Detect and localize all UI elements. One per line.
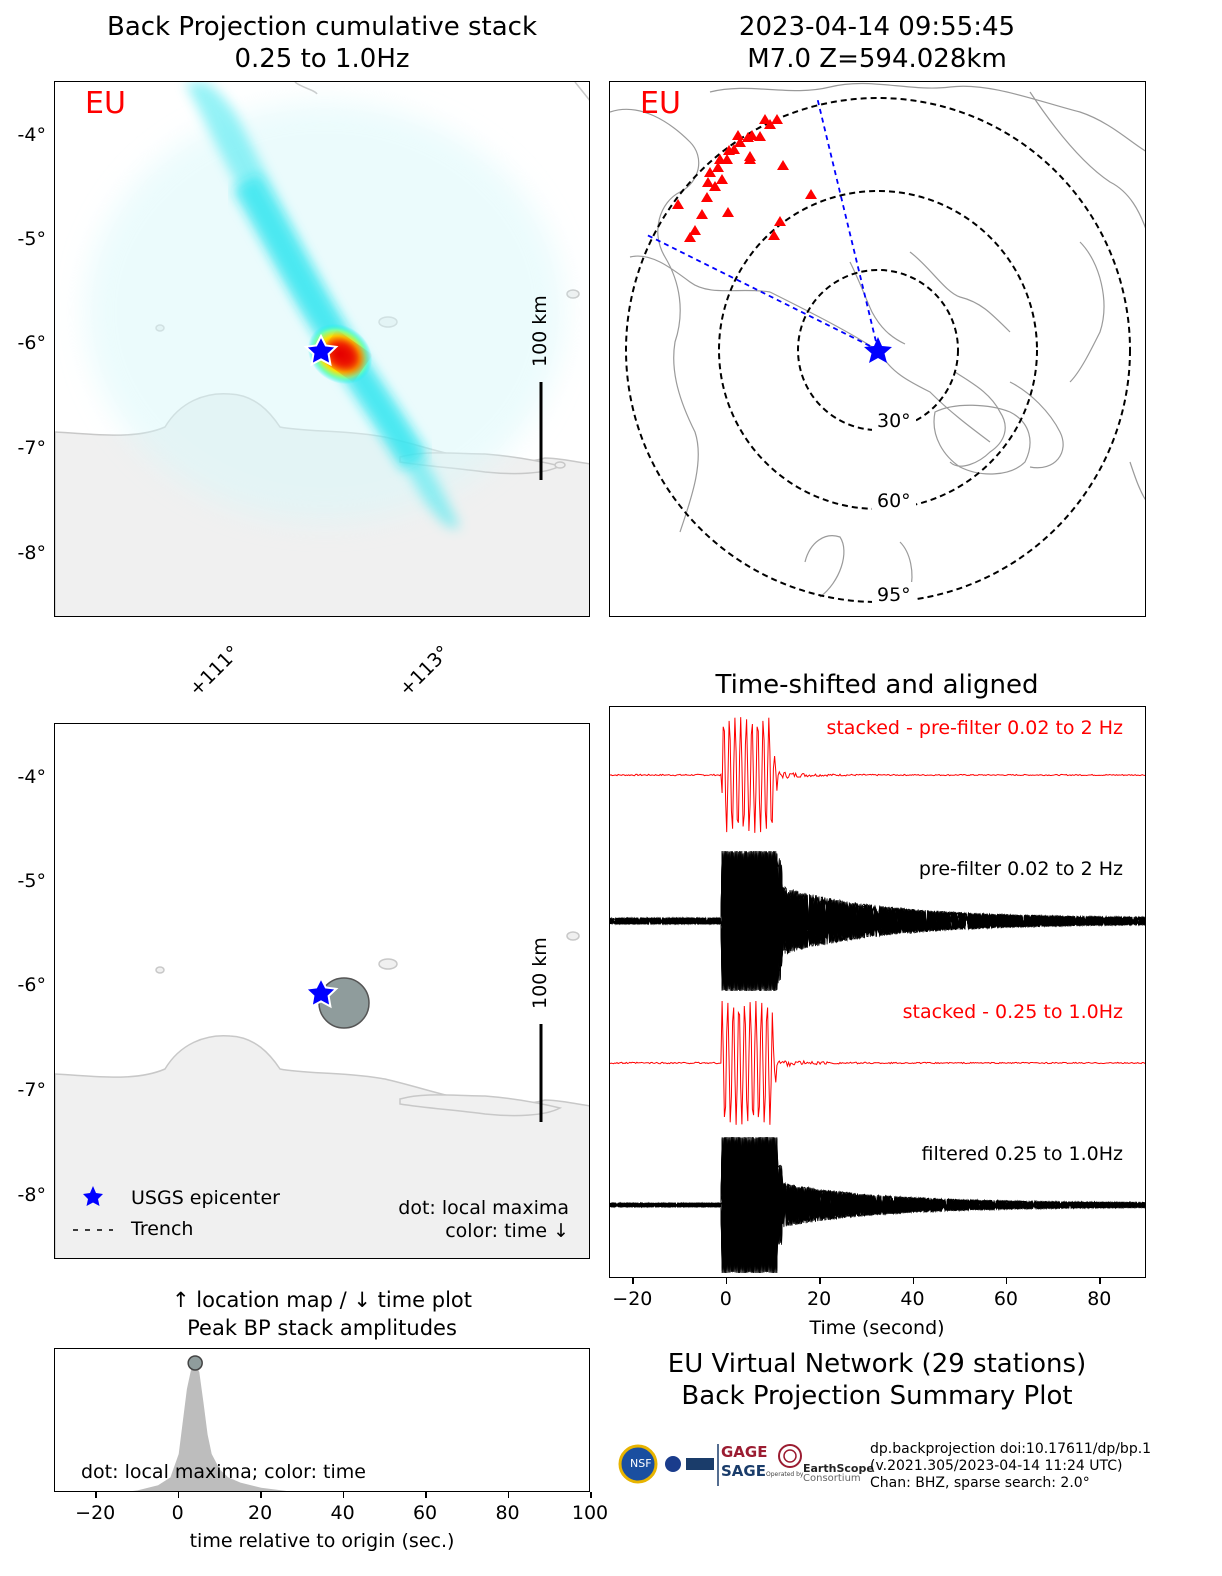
x-tick-mark [819, 1278, 821, 1284]
scale-bar-label: 100 km [529, 937, 551, 1009]
scale-bar-label: 100 km [529, 295, 551, 367]
lon-tick: +113° [395, 641, 455, 701]
earthscope-logo-icon [778, 1444, 802, 1468]
x-tick-mark [177, 1492, 180, 1498]
summary-line1: EU Virtual Network (29 stations) [667, 1349, 1087, 1379]
filtered-station-trace [610, 1136, 1145, 1273]
x-tick-mark [1005, 1278, 1008, 1284]
x-tick-label: −20 [612, 1288, 653, 1310]
note-line1: dot: local maxima [398, 1197, 569, 1219]
legend-star-icon [83, 1186, 103, 1206]
earthscope-logo-text: EarthScope [803, 1462, 874, 1475]
credit-line1: dp.backprojection doi:10.17611/dp/bp.1 [870, 1441, 1152, 1457]
trace-label-prefilter: pre-filter 0.02 to 2 Hz [918, 858, 1123, 880]
network-tag-left: EU [85, 86, 126, 121]
x-tick-mark [342, 1492, 345, 1498]
ring-label-95: 95° [877, 584, 911, 606]
epicenter-star-icon [864, 337, 892, 363]
ring-label-30: 30° [877, 410, 911, 432]
x-tick-label: −20 [75, 1502, 116, 1524]
bp-cumulative-map: EU 100 km [54, 81, 590, 617]
stacked-prefilter-trace [610, 717, 1145, 833]
legend-trench-label: Trench [131, 1218, 194, 1240]
x-tick-mark [590, 1492, 592, 1498]
traces-xlabel: Time (second) [809, 1317, 945, 1339]
waveform-panel: stacked - pre-filter 0.02 to 2 Hz pre-fi… [609, 706, 1146, 1278]
time-plot-xlabel: time relative to origin (sec.) [189, 1530, 455, 1552]
x-tick-mark [912, 1278, 915, 1284]
lat-tick: -6° [17, 332, 46, 354]
x-tick-mark [260, 1492, 262, 1498]
prefilter-station-trace [610, 850, 1145, 991]
trace-label-stacked-prefilter: stacked - pre-filter 0.02 to 2 Hz [826, 717, 1123, 739]
nasa-logo-icon [665, 1456, 681, 1472]
consortium-logo-text: Consortium [803, 1473, 861, 1484]
lon-tick: +111° [185, 641, 245, 701]
sage-logo-text: SAGE [721, 1462, 766, 1480]
x-tick-label: 60 [993, 1288, 1018, 1310]
filtered-station-trace [610, 1137, 1145, 1274]
x-tick-label: 100 [571, 1502, 609, 1524]
trace-label-stacked-filtered: stacked - 0.25 to 1.0Hz [902, 1001, 1123, 1023]
lat-tick: -6° [17, 974, 46, 996]
x-tick-label: 80 [1087, 1288, 1112, 1310]
x-tick-mark [1099, 1278, 1101, 1284]
gage-logo-text: GAGE [721, 1443, 768, 1461]
x-tick-label: 20 [248, 1502, 273, 1524]
prefilter-station-trace [610, 851, 1145, 992]
trace-label-filtered: filtered 0.25 to 1.0Hz [921, 1143, 1123, 1165]
traces-title: Time-shifted and aligned [715, 670, 1039, 700]
event-time-title: 2023-04-14 09:55:45 [738, 12, 1016, 42]
x-tick-mark [507, 1492, 510, 1498]
x-tick-label: 40 [330, 1502, 355, 1524]
x-tick-label: 80 [495, 1502, 520, 1524]
stacked-filtered-trace [610, 1000, 1145, 1125]
x-tick-label: 0 [171, 1502, 184, 1524]
x-tick-label: 40 [900, 1288, 925, 1310]
nsf-logo-text: NSF [630, 1457, 652, 1470]
ring-label-60: 60° [877, 490, 911, 512]
event-magnitude-title: M7.0 Z=594.028km [747, 44, 1007, 74]
station-map: EU 30° 60° 95° [609, 81, 1146, 617]
time-plot-note: dot: local maxima; color: time [81, 1461, 366, 1483]
network-tag-right: EU [640, 86, 681, 121]
summary-line2: Back Projection Summary Plot [681, 1381, 1073, 1411]
bp-title-line1: Back Projection cumulative stack [106, 12, 538, 42]
lat-tick: -8° [17, 1184, 46, 1206]
amplitude-area [132, 1363, 287, 1491]
x-tick-label: 0 [719, 1288, 732, 1310]
usgs-logo-icon [686, 1458, 714, 1470]
x-tick-label: 20 [807, 1288, 832, 1310]
credit-line3: Chan: BHZ, sparse search: 2.0° [870, 1475, 1090, 1491]
credit-line2: (v.2021.305/2023-04-14 11:24 UTC) [870, 1458, 1123, 1474]
local-maxima-map: 100 km USGS epicenter Trench dot: local … [54, 723, 590, 1259]
nsf-logo-icon [618, 1444, 658, 1484]
time-plot-title-line1: ↑ location map / ↓ time plot [172, 1288, 472, 1312]
lat-tick: -7° [17, 437, 46, 459]
epicenter-star-icon [303, 975, 339, 1009]
x-tick-label: 60 [412, 1502, 438, 1524]
logo-strip: NSF GAGE SAGE Operated by EarthScope Con… [618, 1440, 874, 1490]
x-tick-mark [425, 1492, 427, 1498]
time-plot-title-line2: Peak BP stack amplitudes [187, 1316, 457, 1340]
lat-tick: -5° [17, 228, 46, 250]
x-tick-mark [632, 1278, 634, 1284]
bp-title-line2: 0.25 to 1.0Hz [234, 44, 410, 74]
lat-tick: -7° [17, 1079, 46, 1101]
lat-tick: -4° [17, 766, 46, 788]
lat-tick: -8° [17, 542, 46, 564]
lat-tick: -4° [17, 124, 46, 146]
x-tick-mark [95, 1492, 97, 1498]
note-line2: color: time ↓ [445, 1220, 569, 1242]
x-tick-mark [725, 1278, 728, 1284]
lat-tick: -5° [17, 870, 46, 892]
peak-dot [187, 1355, 203, 1371]
operated-by-text: Operated by [766, 1471, 804, 1478]
legend-epicenter-label: USGS epicenter [131, 1187, 280, 1209]
peak-amplitude-plot: dot: local maxima; color: time [54, 1348, 590, 1492]
